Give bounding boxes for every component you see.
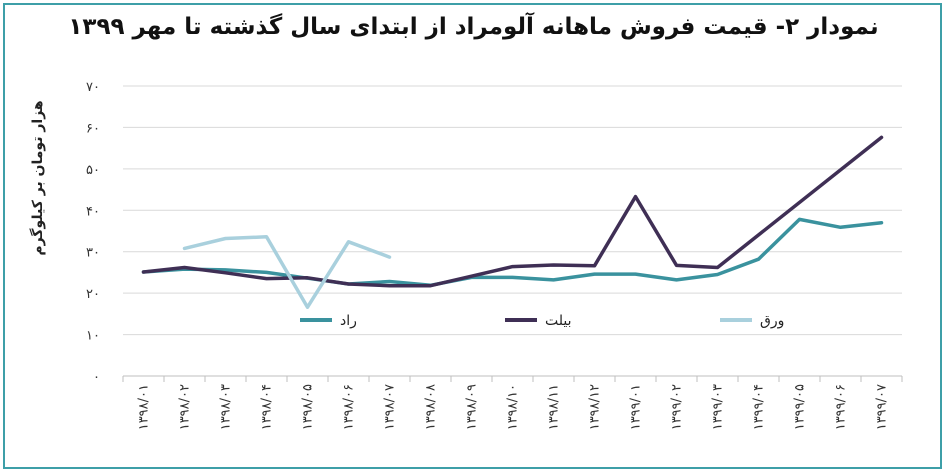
y-tick-label: ۵۰ <box>86 163 100 178</box>
x-tick-label: ۱۳۹۸/۱۱ <box>547 384 562 430</box>
y-tick-label: ۳۰ <box>86 246 100 261</box>
y-tick-label: ۷۰ <box>86 80 100 95</box>
series-line-2 <box>141 135 884 288</box>
y-tick-label: ۲۰ <box>86 287 100 302</box>
x-tick-label: ۱۳۹۸/۰۴ <box>260 384 275 430</box>
x-tick-label: ۱۳۹۸/۰۸ <box>424 384 439 430</box>
legend-label: بیلت <box>545 313 572 329</box>
chart-title: نمودار ۲- قیمت فروش ماهانه آلومراد از اب… <box>68 14 879 40</box>
x-tick-label: ۱۳۹۸/۰۳ <box>219 384 234 430</box>
series-line-1 <box>141 217 884 288</box>
y-axis-ticks: ۰ ۱۰ ۲۰ ۳۰ ۴۰ ۵۰ ۶۰ ۷۰ <box>86 80 100 385</box>
x-axis: ۱۳۹۸/۰۱ ۱۳۹۸/۰۲ ۱۳۹۸/۰۳ ۱۳۹۸/۰۴ ۱۳۹۸/۰۵ ۱۳۹۸/… <box>122 375 903 430</box>
x-tick-label: ۱۳۹۹/۰۱ <box>629 384 644 430</box>
legend-label: راد <box>340 313 357 329</box>
y-tick-label: ۱۰ <box>86 329 100 344</box>
chart-frame <box>3 3 942 469</box>
series-lines <box>141 135 884 309</box>
x-tick-label: ۱۳۹۸/۱۲ <box>588 384 603 430</box>
legend: راد بیلت ورق <box>300 313 784 329</box>
x-tick-label: ۱۳۹۸/۰۹ <box>465 384 480 430</box>
x-tick-label: ۱۳۹۹/۰۲ <box>670 384 685 430</box>
x-tick-label: ۱۳۹۹/۰۶ <box>834 384 849 430</box>
x-tick-label: ۱۳۹۸/۰۲ <box>178 384 193 430</box>
x-tick-label: ۱۳۹۸/۰۱ <box>137 384 152 430</box>
x-tick-label: ۱۳۹۸/۰۷ <box>383 384 398 430</box>
legend-label: ورق <box>760 313 784 329</box>
y-tick-label: ۴۰ <box>86 204 100 219</box>
x-tick-label: ۱۳۹۹/۰۵ <box>793 384 808 430</box>
x-tick-label: ۱۳۹۹/۰۳ <box>711 384 726 430</box>
x-tick-label: ۱۳۹۸/۱۰ <box>506 384 521 430</box>
gridlines <box>123 85 902 336</box>
x-tick-label: ۱۳۹۹/۰۷ <box>875 384 890 430</box>
y-tick-label: ۰ <box>93 370 100 385</box>
x-tick-label: ۱۳۹۹/۰۴ <box>752 384 767 430</box>
x-tick-label: ۱۳۹۸/۰۵ <box>301 384 316 430</box>
series-line-3 <box>182 235 392 309</box>
y-tick-label: ۶۰ <box>86 121 100 136</box>
x-tick-label: ۱۳۹۸/۰۶ <box>342 384 357 430</box>
